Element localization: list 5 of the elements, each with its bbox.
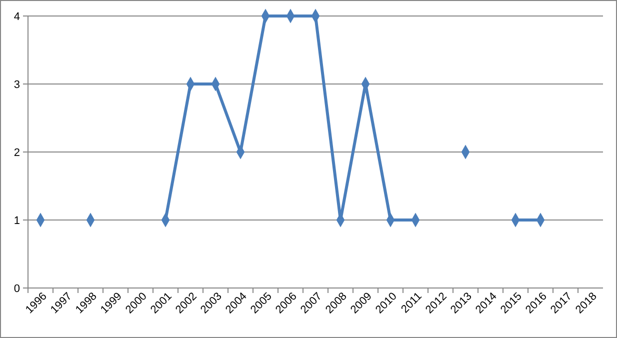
y-tick-label: 3 (14, 78, 20, 91)
y-tick-label: 0 (14, 282, 20, 295)
y-tick-label: 2 (14, 146, 20, 159)
y-tick-label: 4 (14, 10, 20, 23)
y-tick-label: 1 (14, 214, 20, 227)
